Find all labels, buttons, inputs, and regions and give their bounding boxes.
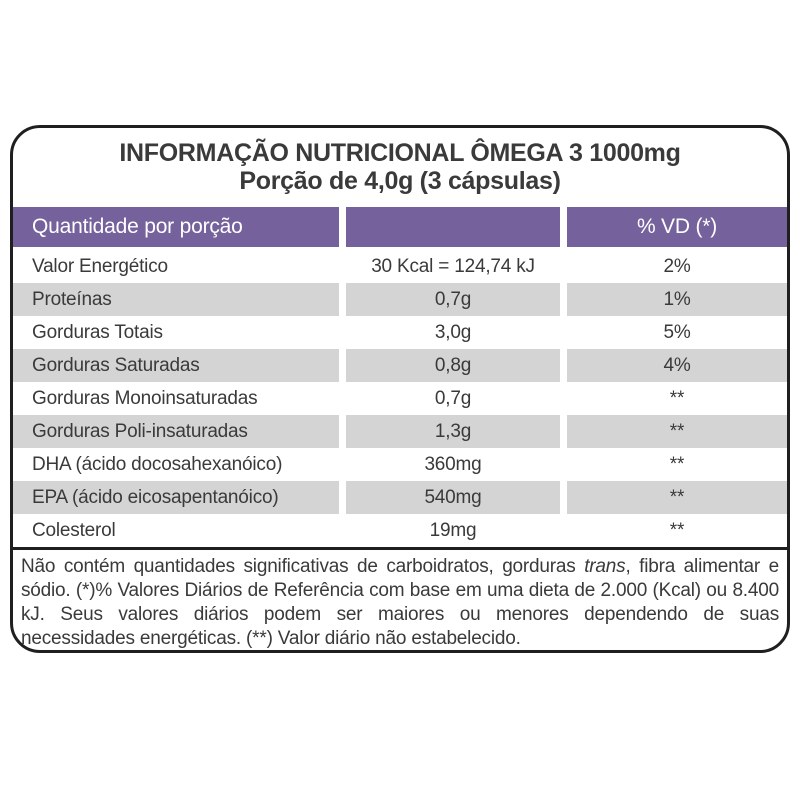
table-row: Proteínas 0,7g 1% [13, 283, 787, 316]
nutrition-table-body: Valor Energético 30 Kcal = 124,74 kJ 2% … [13, 250, 787, 547]
nutrient-daily-value: ** [669, 519, 685, 541]
footnote-text-before: Não contém quantidades significativas de… [21, 556, 585, 577]
nutrient-name: Valor Energético [32, 255, 168, 277]
nutrient-daily-value: ** [669, 387, 685, 409]
nutrient-daily-value: ** [567, 415, 787, 448]
nutrient-amount: 540mg [346, 481, 560, 514]
table-row: EPA (ácido eicosapentanóico) 540mg ** [13, 481, 787, 514]
nutrient-amount: 360mg [424, 453, 482, 475]
nutrient-name: Proteínas [13, 283, 339, 316]
nutrient-name: Gorduras Saturadas [13, 349, 339, 382]
footnote: Não contém quantidades significativas de… [13, 547, 787, 651]
nutrient-amount: 0,7g [434, 387, 472, 409]
nutrient-name: Gorduras Totais [32, 321, 163, 343]
label-serving-size: Porção de 4,0g (3 cápsulas) [239, 167, 561, 195]
table-row: Gorduras Totais 3,0g 5% [13, 316, 787, 349]
nutrient-name: Gorduras Monoinsaturadas [32, 387, 258, 409]
header-percent-daily-value: % VD (*) [567, 207, 787, 247]
table-row: Valor Energético 30 Kcal = 124,74 kJ 2% [13, 250, 787, 283]
footnote-text-after: , fibra alimentar e sódio. (*)% Valores … [21, 556, 779, 649]
table-header-row: Quantidade por porção % VD (*) [13, 207, 787, 247]
header-amount-spacer [346, 207, 560, 247]
table-row: DHA (ácido docosahexanóico) 360mg ** [13, 448, 787, 481]
nutrient-name: Colesterol [32, 519, 116, 541]
nutrient-name: DHA (ácido docosahexanóico) [32, 453, 283, 475]
table-row: Gorduras Saturadas 0,8g 4% [13, 349, 787, 382]
nutrient-daily-value: ** [567, 481, 787, 514]
nutrient-daily-value: 4% [567, 349, 787, 382]
nutrient-amount: 30 Kcal = 124,74 kJ [371, 255, 535, 277]
nutrient-amount: 0,8g [346, 349, 560, 382]
header-quantity-per-serving: Quantidade por porção [13, 207, 339, 247]
nutrient-amount: 0,7g [346, 283, 560, 316]
nutrient-daily-value: ** [669, 453, 685, 475]
nutrition-label-card: INFORMAÇÃO NUTRICIONAL ÔMEGA 3 1000mg Po… [10, 125, 790, 653]
nutrient-name: EPA (ácido eicosapentanóico) [13, 481, 339, 514]
footnote-trans-italic: trans [584, 556, 626, 577]
nutrient-daily-value: 1% [567, 283, 787, 316]
label-title: INFORMAÇÃO NUTRICIONAL ÔMEGA 3 1000mg [119, 139, 681, 167]
nutrient-name: Gorduras Poli-insaturadas [13, 415, 339, 448]
nutrient-daily-value: 5% [663, 321, 691, 343]
table-row: Gorduras Monoinsaturadas 0,7g ** [13, 382, 787, 415]
table-row: Gorduras Poli-insaturadas 1,3g ** [13, 415, 787, 448]
nutrient-amount: 1,3g [346, 415, 560, 448]
nutrient-daily-value: 2% [663, 255, 691, 277]
nutrient-amount: 3,0g [434, 321, 472, 343]
table-row: Colesterol 19mg ** [13, 514, 787, 547]
nutrient-amount: 19mg [429, 519, 477, 541]
